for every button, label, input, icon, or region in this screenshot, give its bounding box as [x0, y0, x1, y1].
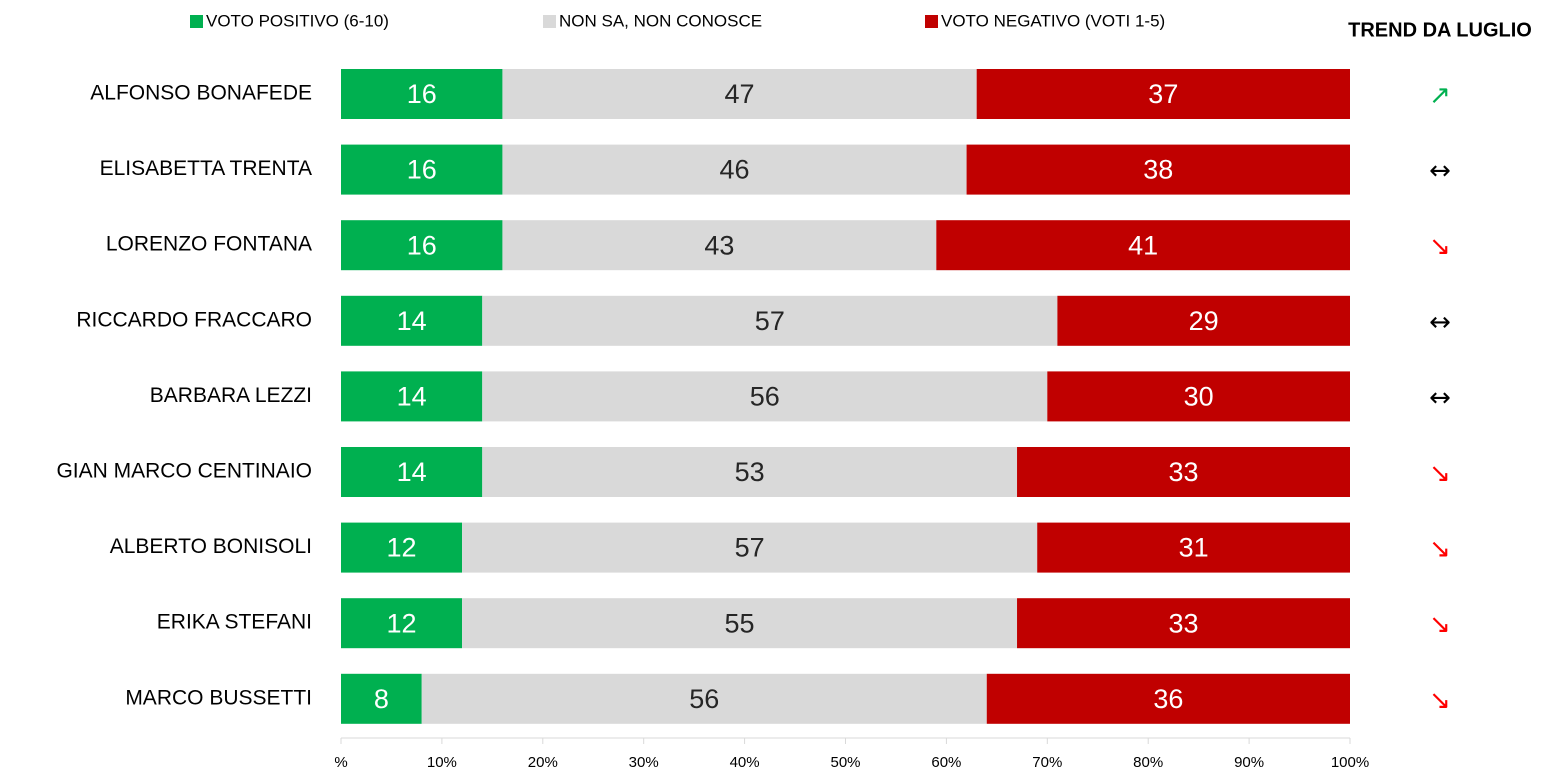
value-label: 56 — [689, 684, 719, 714]
trend-arrow: ↘ — [1429, 534, 1451, 564]
category-label: ALBERTO BONISOLI — [110, 535, 312, 558]
value-label: 12 — [387, 533, 417, 563]
bar-segment — [341, 144, 503, 195]
bar-segment — [936, 220, 1350, 271]
value-label: 14 — [397, 382, 427, 412]
bar-segment — [341, 220, 503, 271]
trend-arrow: ↘ — [1429, 610, 1451, 640]
bar-segment — [341, 69, 503, 119]
category-label: LORENZO FONTANA — [106, 233, 312, 256]
bar-segment — [341, 371, 483, 422]
value-label: 12 — [387, 608, 417, 638]
value-label: 46 — [719, 155, 749, 185]
bar-segment — [986, 673, 1350, 724]
x-tick-label: 30% — [629, 754, 659, 771]
bar-segment — [1017, 598, 1350, 649]
legend-label: VOTO NEGATIVO (VOTI 1-5) — [941, 11, 1165, 30]
trend-arrow: ↔ — [1429, 383, 1451, 413]
value-label: 36 — [1153, 684, 1183, 714]
bar-segment — [482, 295, 1058, 346]
legend-swatch — [190, 15, 203, 28]
x-tick-label: 20% — [528, 754, 558, 771]
trend-arrow: ↘ — [1429, 459, 1451, 489]
bar-segment — [502, 144, 967, 195]
value-label: 8 — [374, 684, 389, 714]
bar-segment — [1047, 371, 1350, 422]
bar-segment — [482, 371, 1048, 422]
bar-segment — [966, 144, 1350, 195]
value-label: 37 — [1148, 79, 1178, 109]
value-label: 14 — [397, 457, 427, 487]
value-label: 43 — [704, 230, 734, 260]
category-label: GIAN MARCO CENTINAIO — [56, 460, 312, 483]
value-label: 31 — [1179, 533, 1209, 563]
value-label: 14 — [397, 306, 427, 336]
bar-segment — [1037, 522, 1350, 573]
value-label: 41 — [1128, 230, 1158, 260]
trend-arrow: ↗ — [1429, 81, 1451, 111]
value-label: 53 — [735, 457, 765, 487]
x-tick-label: 100% — [1331, 754, 1369, 771]
value-label: 33 — [1168, 608, 1198, 638]
value-label: 57 — [755, 306, 785, 336]
value-label: 16 — [407, 79, 437, 109]
x-tick-label: 70% — [1032, 754, 1062, 771]
trend-arrow: ↘ — [1429, 685, 1451, 715]
value-label: 57 — [735, 533, 765, 563]
value-label: 30 — [1184, 382, 1214, 412]
value-label: 29 — [1189, 306, 1219, 336]
legend-label: VOTO POSITIVO (6-10) — [206, 11, 389, 30]
category-label: ERIKA STEFANI — [157, 611, 312, 634]
value-label: 16 — [407, 155, 437, 185]
bar-segment — [341, 447, 483, 497]
value-label: 38 — [1143, 155, 1173, 185]
bar-segment — [502, 69, 977, 119]
category-label: BARBARA LEZZI — [150, 384, 312, 407]
bar-segment — [1017, 447, 1350, 497]
category-label: ALFONSO BONAFEDE — [90, 82, 312, 105]
trend-arrow: ↘ — [1429, 232, 1451, 262]
x-tick-label: 90% — [1234, 754, 1264, 771]
trend-arrow: ↔ — [1429, 307, 1451, 337]
legend-swatch — [543, 15, 556, 28]
bar-segment — [341, 598, 463, 649]
value-label: 55 — [725, 608, 755, 638]
x-tick-label: 80% — [1133, 754, 1163, 771]
x-tick-label: 40% — [730, 754, 760, 771]
x-tick-label: % — [334, 754, 347, 771]
trend-arrow: ↔ — [1429, 156, 1451, 186]
value-label: 33 — [1168, 457, 1198, 487]
legend-label: NON SA, NON CONOSCE — [559, 11, 762, 30]
value-label: 16 — [407, 230, 437, 260]
bar-segment — [341, 522, 463, 573]
x-tick-label: 10% — [427, 754, 457, 771]
category-label: MARCO BUSSETTI — [125, 686, 312, 709]
legend-swatch — [925, 15, 938, 28]
value-label: 56 — [750, 382, 780, 412]
bar-segment — [341, 673, 422, 724]
trend-title: TREND DA LUGLIO — [1348, 19, 1532, 41]
bar-segment — [341, 295, 483, 346]
bar-segment — [421, 673, 987, 724]
bar-segment — [1057, 295, 1350, 346]
bar-segment — [482, 447, 1018, 497]
bar-segment — [502, 220, 937, 271]
category-label: ELISABETTA TRENTA — [100, 157, 312, 180]
bar-segment — [462, 598, 1018, 649]
value-label: 47 — [725, 79, 755, 109]
bar-segment — [976, 69, 1350, 119]
x-tick-label: 60% — [931, 754, 961, 771]
category-label: RICCARDO FRACCARO — [76, 308, 312, 331]
bar-segment — [462, 522, 1038, 573]
x-tick-label: 50% — [830, 754, 860, 771]
